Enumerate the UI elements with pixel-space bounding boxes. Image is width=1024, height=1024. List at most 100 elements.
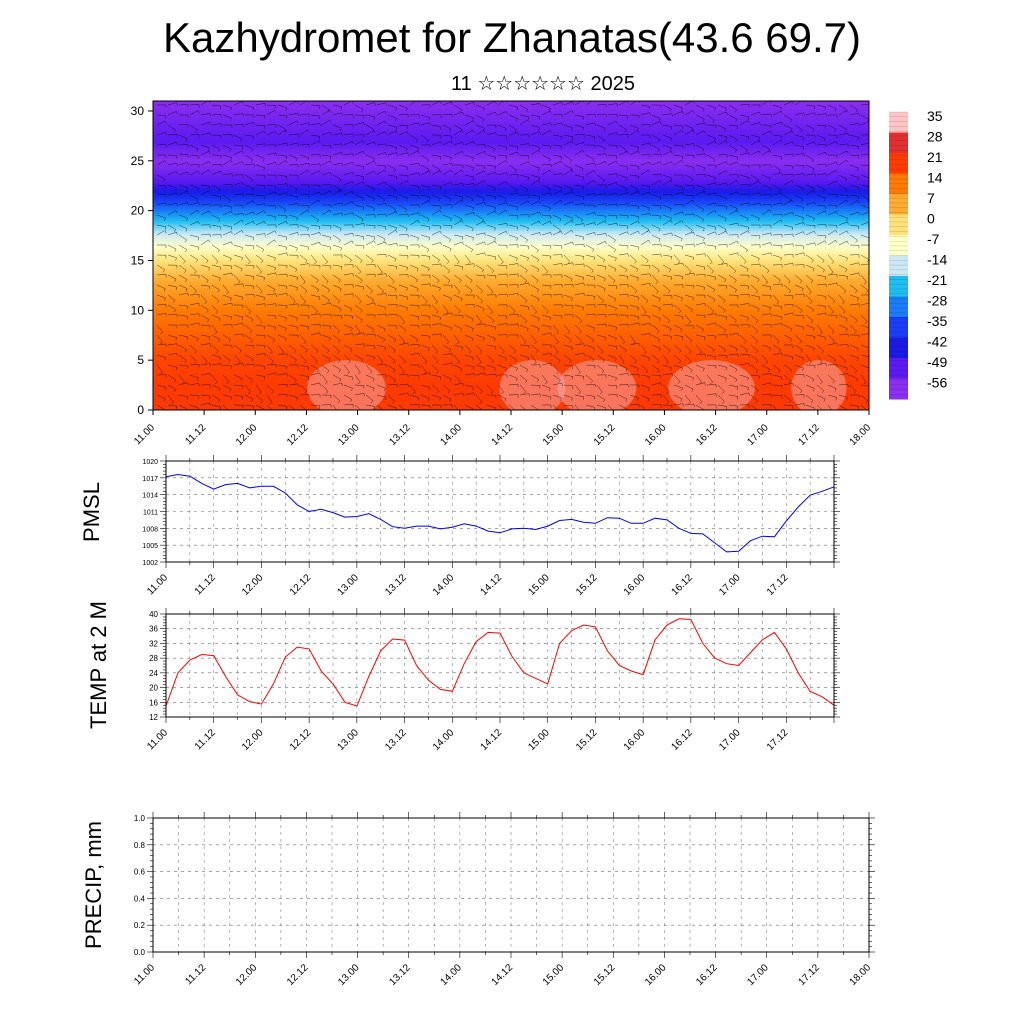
wind-barb <box>189 313 199 316</box>
wind-barb <box>519 384 527 392</box>
wind-barb <box>200 343 210 346</box>
wind-barb-flag <box>524 280 528 284</box>
wind-barb <box>706 210 715 216</box>
wind-barb-flag <box>214 381 218 385</box>
wind-barb <box>233 219 242 226</box>
wind-barb <box>585 101 593 106</box>
wind-barb <box>783 382 793 386</box>
wind-barb <box>706 244 716 247</box>
wind-barb <box>838 240 848 246</box>
wind-barb <box>431 101 441 106</box>
wind-barb <box>288 232 298 236</box>
wind-barb <box>200 203 210 206</box>
wind-barb-flag <box>813 217 815 221</box>
wind-barb <box>552 314 562 316</box>
wind-barb-flag <box>195 129 198 133</box>
wind-barb <box>387 130 397 136</box>
x-tick-label: 12.00 <box>234 422 260 448</box>
wind-barb-flag <box>601 370 605 374</box>
wind-barb <box>552 364 560 372</box>
wind-barb-flag <box>241 257 243 261</box>
wind-barb <box>772 104 782 108</box>
wind-barb-flag <box>539 103 541 107</box>
wind-barb-flag <box>714 177 716 181</box>
wind-barb-flag <box>218 318 221 322</box>
wind-barb <box>673 324 683 330</box>
wind-barb <box>827 394 837 398</box>
wind-barb <box>816 274 826 278</box>
wind-barb <box>266 161 276 166</box>
wind-barb <box>453 124 463 130</box>
wind-barb <box>596 404 606 409</box>
wind-barb <box>574 343 584 346</box>
wind-barb-flag <box>308 162 310 167</box>
wind-barb-flag <box>184 360 187 363</box>
wind-barb <box>486 234 496 239</box>
wind-barb-flag <box>855 239 858 243</box>
wind-barb-flag <box>616 182 618 186</box>
wind-barb <box>695 224 705 229</box>
wind-barb-flag <box>538 168 540 172</box>
wind-barb-flag <box>791 227 793 231</box>
wind-barb-flag <box>318 140 321 144</box>
wind-barb-flag <box>802 188 804 192</box>
wind-barb <box>574 164 584 169</box>
wind-barb-flag <box>447 280 451 284</box>
wind-barb <box>464 129 473 136</box>
wind-barb-flag <box>845 129 847 133</box>
wind-barb-flag <box>483 337 485 341</box>
wind-barb <box>629 130 638 136</box>
wind-barb <box>519 161 529 166</box>
wind-barb <box>783 364 792 370</box>
wind-barb-flag <box>385 293 387 297</box>
wind-barb-flag <box>757 308 760 312</box>
wind-barb-flag <box>295 269 298 272</box>
wind-barb-flag <box>241 316 244 320</box>
x-tick-label: 13.00 <box>336 962 362 988</box>
wind-barb-flag <box>863 281 867 285</box>
wind-barb <box>497 273 507 276</box>
wind-barb <box>728 124 738 127</box>
wind-barb <box>167 364 177 368</box>
wind-barb-flag <box>285 236 288 240</box>
wind-barb-flag <box>836 211 838 215</box>
wind-barb <box>409 134 418 140</box>
wind-barb <box>299 122 309 126</box>
wind-barb <box>321 224 331 226</box>
wind-barb <box>288 214 298 218</box>
wind-barb <box>563 374 573 377</box>
wind-barb-flag <box>692 297 694 301</box>
wind-barb <box>541 104 551 109</box>
wind-barb <box>211 123 221 126</box>
wind-barb <box>321 209 330 216</box>
wind-barb <box>288 133 298 136</box>
wind-barb <box>640 364 648 372</box>
wind-barb-flag <box>571 136 574 140</box>
wind-barb-flag <box>494 256 497 260</box>
wind-barb <box>684 304 693 311</box>
wind-barb-flag <box>424 361 428 364</box>
wind-barb <box>321 284 330 290</box>
wind-barb-flag <box>524 320 527 324</box>
wind-barb <box>849 272 859 276</box>
wind-barb <box>728 222 738 226</box>
wind-barb-flag <box>428 387 430 391</box>
wind-barb-flag <box>325 391 329 394</box>
wind-barb-flag <box>658 318 661 322</box>
wind-barb <box>387 243 397 246</box>
wind-barb <box>541 192 551 196</box>
wind-barb-flag <box>329 338 331 342</box>
wind-barb <box>376 241 386 246</box>
colorbar-label: -35 <box>927 313 947 329</box>
wind-barb-flag <box>251 399 254 402</box>
wind-barb <box>288 112 298 116</box>
wind-barb <box>805 230 815 236</box>
heatmap-band <box>153 240 869 244</box>
wind-barb-flag <box>803 252 805 256</box>
wind-barb <box>816 254 825 261</box>
wind-barb-flag <box>394 169 397 173</box>
wind-barb <box>706 134 716 139</box>
wind-barb-flag <box>362 140 365 144</box>
wind-barb <box>860 221 869 226</box>
wind-barb-flag <box>735 369 738 372</box>
